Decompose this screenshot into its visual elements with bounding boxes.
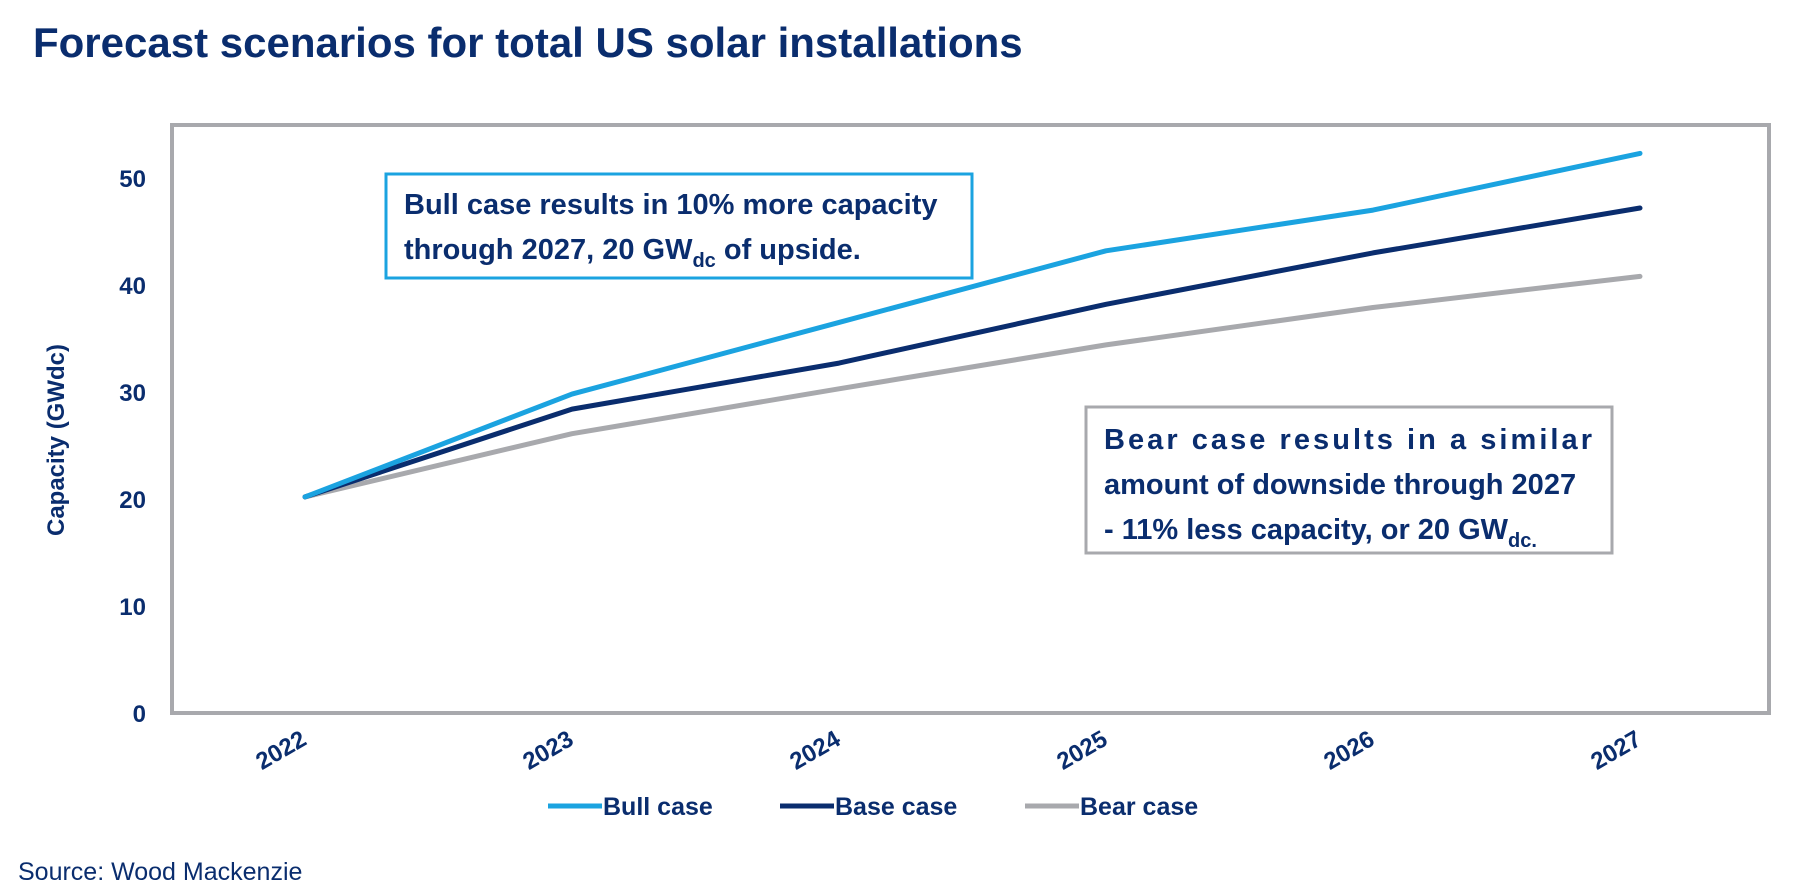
x-axis-ticks: 2022 2023 2024 2025 2026 2027 xyxy=(251,725,1646,775)
bull-annotation-box xyxy=(384,172,974,280)
y-tick-label: 10 xyxy=(119,594,146,621)
series-line-base-case xyxy=(302,205,1643,500)
legend: Bull case Base case Bear case xyxy=(548,793,1198,821)
bear-annotation-subscript: dc. xyxy=(1508,530,1537,552)
x-tick-label: 2022 xyxy=(251,725,311,775)
bull-annotation: Bull case results in 10% more capacity t… xyxy=(384,172,974,280)
x-tick-label: 2024 xyxy=(785,725,845,775)
page-title: Forecast scenarios for total US solar in… xyxy=(33,19,1023,66)
bear-annotation-box xyxy=(1084,405,1614,555)
legend-label: Bull case xyxy=(603,793,713,821)
y-tick-label: 30 xyxy=(119,380,146,407)
bull-annotation-line2-text: through 2027, 20 GW xyxy=(404,234,693,266)
y-axis-ticks: 0 10 20 30 40 50 xyxy=(119,166,146,728)
bull-annotation-subscript: dc xyxy=(692,250,715,272)
y-tick-label: 40 xyxy=(119,273,146,300)
plot-frame xyxy=(170,123,1771,715)
bear-annotation-line3: - 11% less capacity, or 20 GWdc. xyxy=(1104,514,1537,552)
y-axis-label: Capacity (GWdc) xyxy=(43,344,70,536)
bull-annotation-line2-end: of upside. xyxy=(716,234,861,266)
x-tick-label: 2026 xyxy=(1319,725,1379,775)
legend-label: Bear case xyxy=(1080,793,1198,821)
y-tick-label: 50 xyxy=(119,166,146,193)
bull-annotation-line2: through 2027, 20 GWdc of upside. xyxy=(404,234,861,272)
source-note: Source: Wood Mackenzie xyxy=(18,858,302,886)
y-tick-label: 20 xyxy=(119,487,146,514)
series-lines xyxy=(302,150,1643,500)
series-line-bear-case xyxy=(302,273,1643,500)
bear-annotation-line3-text: - 11% less capacity, or 20 GW xyxy=(1104,514,1509,546)
bull-annotation-line1: Bull case results in 10% more capacity xyxy=(404,189,938,221)
x-tick-label: 2023 xyxy=(518,725,578,775)
x-tick-label: 2027 xyxy=(1586,725,1646,775)
x-tick-label: 2025 xyxy=(1052,725,1112,775)
bear-annotation-line2: amount of downside through 2027 xyxy=(1104,469,1576,501)
series-line-bull-case xyxy=(302,150,1643,500)
y-tick-label: 0 xyxy=(133,701,146,728)
legend-label: Base case xyxy=(835,793,957,821)
bear-annotation: Bear case results in a similar amount of… xyxy=(1084,405,1614,555)
bear-annotation-line1: Bear case results in a similar xyxy=(1104,424,1592,456)
